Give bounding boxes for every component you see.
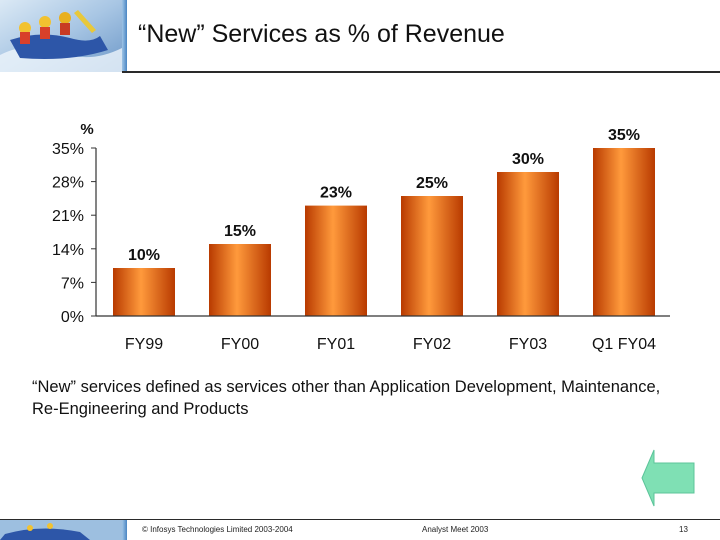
data-label: 15% [224, 223, 256, 240]
page-title: “New” Services as % of Revenue [138, 20, 505, 48]
data-label: 25% [416, 175, 448, 192]
footer-event: Analyst Meet 2003 [422, 525, 489, 534]
x-tick-label: FY99 [125, 336, 163, 353]
y-tick-label: 35% [52, 141, 84, 158]
y-tick-label: 28% [52, 175, 84, 192]
x-tick-label: FY01 [317, 336, 355, 353]
footer-divider [0, 519, 720, 520]
x-tick-label: FY02 [413, 336, 451, 353]
y-tick-label: 0% [61, 309, 84, 326]
data-label: 30% [512, 151, 544, 168]
data-label: 35% [608, 127, 640, 144]
data-label: 10% [128, 247, 160, 264]
back-arrow-icon[interactable] [640, 448, 696, 508]
footer-rafting-photo [0, 520, 122, 540]
bar-fy03 [497, 172, 559, 316]
footer-accent-stripe [122, 520, 127, 540]
bar-fy00 [209, 244, 271, 316]
x-tick-label: FY00 [221, 336, 259, 353]
y-tick-label: 14% [52, 242, 84, 259]
y-tick-label: 7% [61, 275, 84, 292]
y-tick-label: 21% [52, 208, 84, 225]
header-rafting-photo [0, 0, 122, 72]
page-number: 13 [679, 525, 688, 534]
bar-fy99 [113, 268, 175, 316]
data-label: 23% [320, 185, 352, 202]
header-divider [122, 71, 720, 73]
bar-fy02 [401, 196, 463, 316]
x-tick-label: Q1 FY04 [592, 336, 656, 353]
x-tick-label: FY03 [509, 336, 547, 353]
definition-note: “New” services defined as services other… [32, 378, 661, 418]
bar-fy01 [305, 205, 367, 316]
y-axis-label: % [80, 121, 93, 138]
footer-copyright: © Infosys Technologies Limited 2003-2004 [142, 525, 293, 534]
header-accent-stripe [122, 0, 127, 72]
bar-q1-fy04 [593, 148, 655, 316]
